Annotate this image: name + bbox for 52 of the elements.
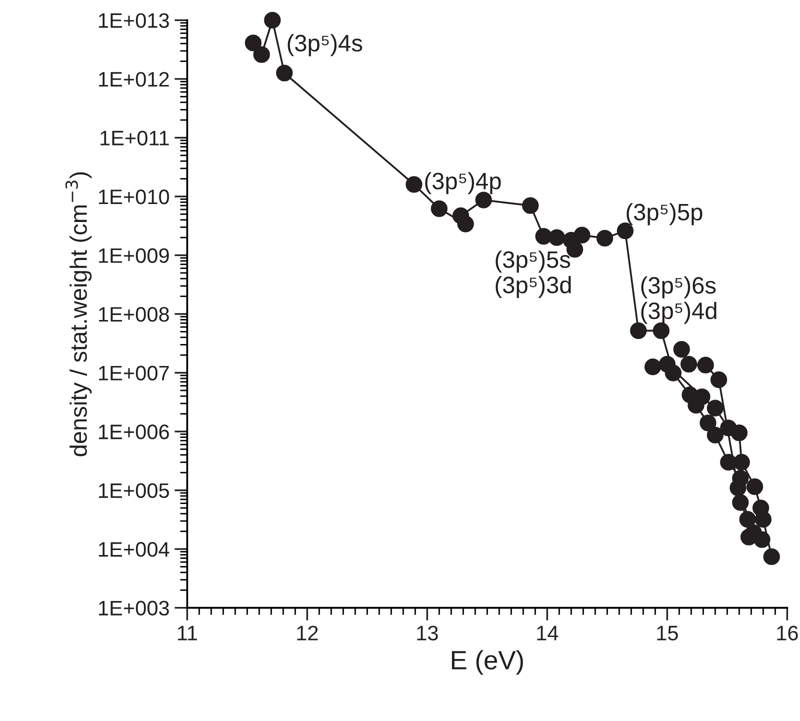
point [700,414,716,432]
point [596,230,614,247]
point [710,371,728,388]
x-tick-label: 14 [537,626,558,640]
x-tick-label: 15 [657,626,678,640]
x-tick-label: 12 [297,626,318,640]
y-tick-label: 1E+013 [99,13,169,28]
point [706,400,724,416]
y-tick-label: 1E+007 [99,366,169,381]
point [253,46,270,63]
x-tick-label: 13 [417,626,438,640]
annotation: (3p⁵)4s [288,34,362,56]
y-tick-label: 1E+012 [99,72,169,87]
point [276,64,293,82]
point [706,426,724,444]
point [522,197,539,214]
annotation: (3p⁵)5s (3p⁵)3d [496,250,571,298]
point [244,34,262,52]
annotation: (3p⁵)4p [425,172,501,194]
point [673,341,690,358]
point [406,176,422,193]
x-tick-label: 11 [178,626,198,640]
point [574,226,590,244]
y-axis-title: density / stat.weight (cm$^{−3}$) [65,172,92,456]
point [754,531,770,548]
point [730,480,746,496]
point [644,358,662,376]
point [658,356,676,373]
point [630,322,647,340]
point [264,12,281,29]
annotation: (3p⁵)5p [626,203,702,226]
point [430,200,448,218]
y-tick-label: 1E+008 [99,306,169,322]
y-tick-label: 1E+005 [99,483,169,498]
point [697,356,714,374]
point [730,424,748,442]
point [754,511,772,528]
point [746,478,764,496]
y-tick-label: 1E+010 [99,189,170,204]
y-tick-label: 1E+004 [99,542,170,557]
x-tick-label: 16 [777,626,798,640]
annotation: (3p⁵)6s (3p⁵)4d [641,276,716,324]
point [680,356,698,373]
y-tick-label: 1E+003 [99,600,169,616]
point [452,207,470,224]
point [733,454,750,471]
point [763,548,780,566]
point [548,229,566,246]
y-tick-label: 1E+006 [99,424,169,440]
x-axis-title: E (eV) [452,650,523,675]
y-tick-label: 1E+009 [99,248,169,263]
y-tick-label: 1E+011 [100,130,169,146]
